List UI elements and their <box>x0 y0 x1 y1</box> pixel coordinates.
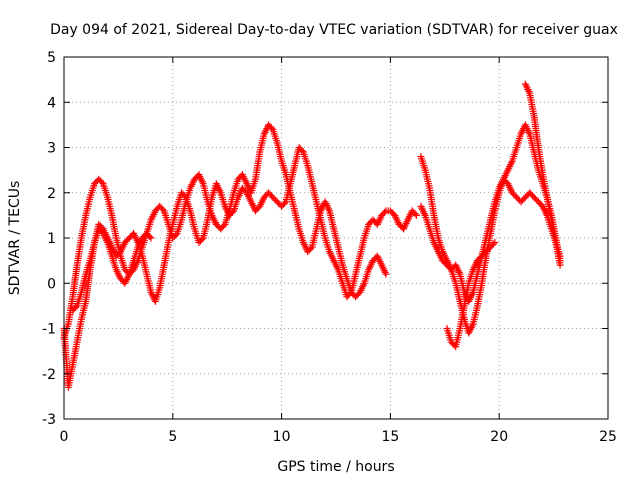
x-tick-label: 10 <box>273 429 291 445</box>
chart-title: Day 094 of 2021, Sidereal Day-to-day VTE… <box>50 22 618 38</box>
y-tick-label: 4 <box>47 95 56 111</box>
y-tick-label: -2 <box>42 367 56 383</box>
series-markers <box>443 239 499 351</box>
series-trace-g <box>521 80 564 269</box>
y-tick-label: -3 <box>42 412 56 428</box>
y-tick-label: -1 <box>42 322 56 338</box>
y-tick-label: 1 <box>47 231 56 247</box>
y-tick-label: 2 <box>47 186 56 202</box>
data-points <box>60 80 564 391</box>
series-trace-f <box>443 239 499 351</box>
y-axis-label: SDTVAR / TECUs <box>7 181 23 296</box>
axis-ticks: 0 5 10 15 20 25 -3 -2 -1 0 1 2 3 4 5 <box>42 50 617 445</box>
y-tick-label: 0 <box>47 276 56 292</box>
series-markers <box>521 80 564 269</box>
x-tick-label: 0 <box>60 429 69 445</box>
y-tick-label: 5 <box>47 50 56 66</box>
x-tick-label: 5 <box>168 429 177 445</box>
series-markers <box>60 121 390 342</box>
series-trace-a <box>60 121 390 342</box>
series-trace-c <box>69 225 155 314</box>
x-tick-label: 15 <box>381 429 399 445</box>
x-tick-label: 25 <box>599 429 617 445</box>
series-markers <box>69 225 155 314</box>
x-tick-label: 20 <box>490 429 508 445</box>
y-tick-label: 3 <box>47 141 56 157</box>
x-axis-label: GPS time / hours <box>277 459 394 475</box>
